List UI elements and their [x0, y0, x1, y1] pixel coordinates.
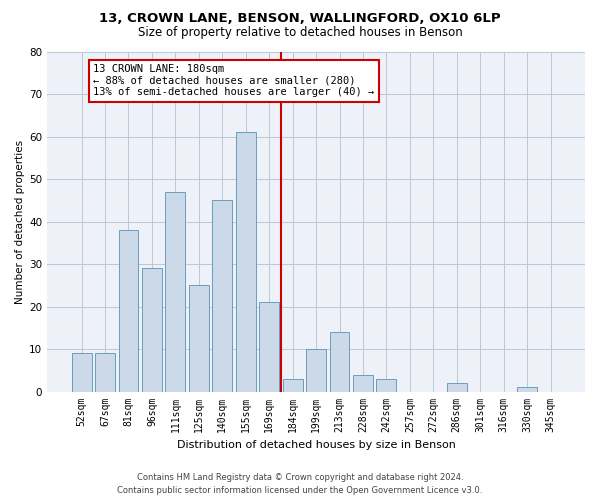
Bar [447, 383, 467, 392]
Bar [71, 354, 92, 392]
Bar [353, 374, 373, 392]
Bar [166, 192, 185, 392]
Bar [142, 268, 162, 392]
Bar [259, 302, 279, 392]
Bar [376, 379, 397, 392]
Bar [189, 286, 209, 392]
Text: 13 CROWN LANE: 180sqm
← 88% of detached houses are smaller (280)
13% of semi-det: 13 CROWN LANE: 180sqm ← 88% of detached … [93, 64, 374, 98]
Bar [95, 354, 115, 392]
Bar [329, 332, 349, 392]
X-axis label: Distribution of detached houses by size in Benson: Distribution of detached houses by size … [176, 440, 455, 450]
Text: 13, CROWN LANE, BENSON, WALLINGFORD, OX10 6LP: 13, CROWN LANE, BENSON, WALLINGFORD, OX1… [99, 12, 501, 26]
Bar [212, 200, 232, 392]
Y-axis label: Number of detached properties: Number of detached properties [15, 140, 25, 304]
Bar [283, 379, 302, 392]
Text: Size of property relative to detached houses in Benson: Size of property relative to detached ho… [137, 26, 463, 39]
Bar [517, 388, 537, 392]
Bar [119, 230, 139, 392]
Bar [306, 349, 326, 392]
Bar [236, 132, 256, 392]
Text: Contains HM Land Registry data © Crown copyright and database right 2024.
Contai: Contains HM Land Registry data © Crown c… [118, 474, 482, 495]
